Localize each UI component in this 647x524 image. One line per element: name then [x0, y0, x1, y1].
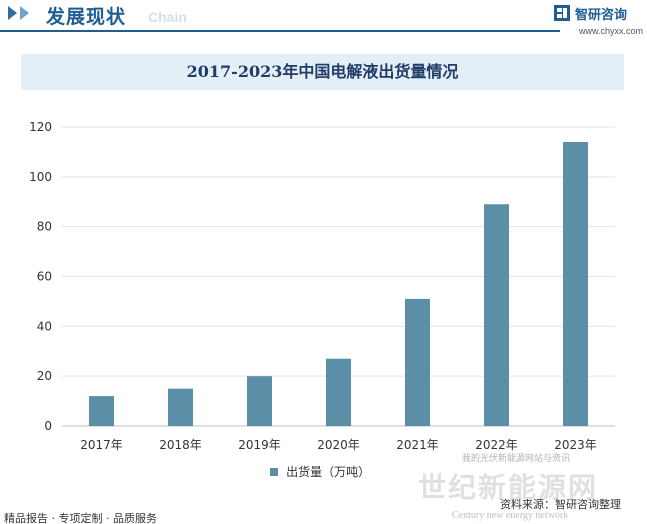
y-tick-label: 120 — [29, 120, 52, 134]
header-divider — [0, 30, 560, 32]
bar — [89, 396, 114, 426]
section-marker — [0, 0, 140, 28]
x-tick-label: 2020年 — [317, 438, 360, 452]
bar — [247, 376, 272, 426]
y-tick-label: 20 — [37, 369, 52, 383]
legend-swatch — [270, 467, 278, 476]
legend-label: 出货量（万吨） — [286, 465, 371, 479]
x-tick-label: 2018年 — [159, 438, 202, 452]
header: 发展现状 Chain — [0, 0, 647, 34]
bar — [405, 298, 430, 426]
brand: 智研咨询 www.chyxx.com — [553, 2, 643, 36]
chart-svg: 0 20 40 60 80 100 120 2017年 2018年 2019年 2020年 2021年… — [29, 120, 615, 452]
brand-logo-icon — [554, 5, 570, 21]
section-subtitle: Chain — [148, 9, 187, 25]
bar — [484, 204, 509, 426]
section-title: 发展现状 — [46, 6, 127, 28]
watermark-small: 我的光伏新能源网站与资讯 — [462, 454, 571, 464]
x-tick-label: 2023年 — [554, 438, 597, 452]
x-tick-label: 2022年 — [475, 438, 518, 452]
brand-url: www.chyxx.com — [578, 26, 643, 36]
arrow-icon — [20, 6, 29, 20]
arrow-icon — [8, 6, 17, 20]
source-note: 资料来源：智研咨询整理 — [500, 498, 621, 511]
x-tick-label: 2021年 — [396, 438, 439, 452]
footer-tagline: 精品报告 · 专项定制 · 品质服务 — [4, 512, 157, 524]
x-tick-label: 2019年 — [238, 438, 281, 452]
bar-chart: 0 20 40 60 80 100 120 2017年 2018年 2019年 2020年 2021年… — [0, 110, 647, 480]
watermark-en: Century new energy network — [452, 510, 569, 521]
x-tick-label: 2017年 — [80, 438, 123, 452]
brand-name: 智研咨询 — [575, 8, 628, 23]
bar — [563, 141, 588, 426]
y-tick-label: 60 — [37, 270, 52, 284]
y-tick-label: 0 — [44, 419, 52, 433]
chart-title: 2017-2023年中国电解液出货量情况 — [186, 62, 459, 81]
legend: 出货量（万吨） — [270, 461, 371, 479]
bar — [168, 388, 193, 426]
y-tick-label: 100 — [29, 170, 52, 184]
watermark-cn: 世纪新能源网 — [418, 471, 599, 504]
chart-title-box: 2017-2023年中国电解液出货量情况 — [21, 54, 624, 90]
y-tick-label: 40 — [37, 319, 52, 333]
bar — [326, 358, 351, 426]
y-tick-label: 80 — [37, 220, 52, 234]
